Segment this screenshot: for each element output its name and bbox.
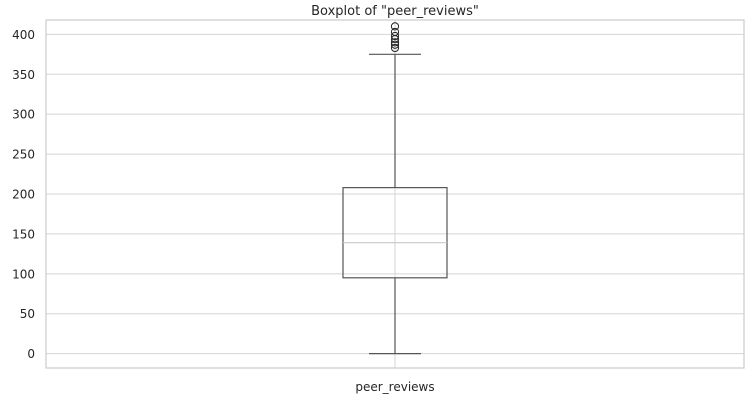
outlier-point — [390, 31, 400, 41]
y-tick-label: 350 — [12, 68, 35, 82]
x-tick-label: peer_reviews — [355, 380, 434, 394]
y-tick-label: 200 — [12, 188, 35, 202]
iqr-box — [342, 187, 448, 279]
outlier-point — [390, 40, 400, 49]
x-tick-labels: peer_reviews — [355, 380, 434, 394]
y-tick-label: 250 — [12, 148, 35, 162]
outlier-point — [390, 38, 400, 47]
outlier-point — [390, 27, 400, 37]
y-tick-label: 0 — [27, 347, 35, 361]
outlier-point — [390, 43, 400, 53]
y-tick-label: 150 — [12, 227, 35, 241]
box-layer — [342, 22, 448, 355]
outlier-point — [390, 22, 400, 31]
y-tick-label: 100 — [12, 267, 35, 281]
chart-title: Boxplot of "peer_reviews" — [311, 4, 479, 19]
y-tick-labels: 0 50 100 150 200 250 300 350 400 — [12, 28, 35, 361]
y-tick-label: 50 — [20, 307, 35, 321]
y-tick-label: 300 — [12, 108, 35, 122]
y-tick-label: 400 — [12, 28, 35, 42]
plot-frame — [45, 19, 745, 369]
